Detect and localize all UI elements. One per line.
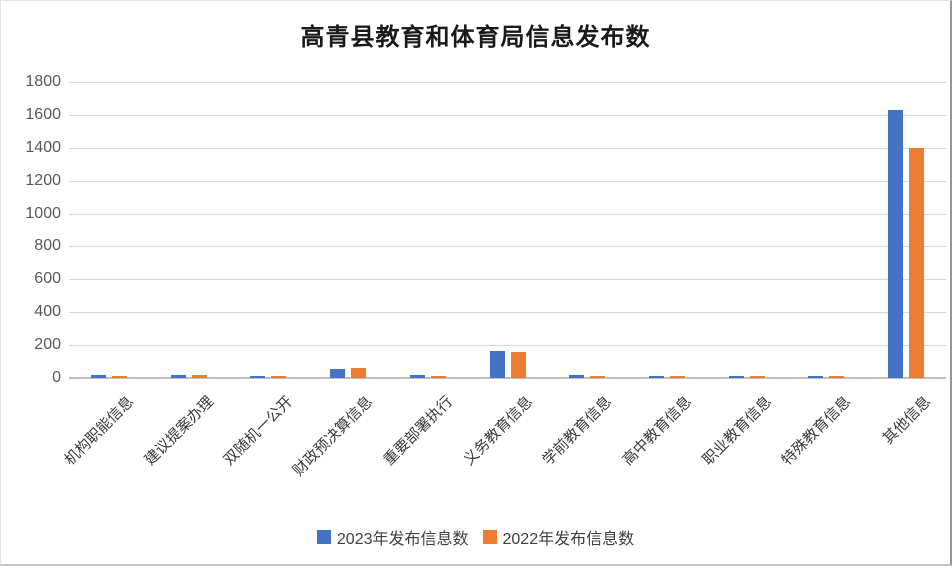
bar-series1-cat6 [590,376,606,378]
gridline [69,114,946,116]
bar-series1-cat1 [191,375,207,378]
bar-series0-cat9 [808,376,824,378]
bar-series0-cat3 [330,368,346,378]
legend-item-2022: 2022年发布信息数 [482,525,635,549]
y-axis-tick-label: 600 [34,270,61,288]
legend-swatch-2022 [482,530,497,544]
x-axis-label: 其他信息 [879,393,935,448]
bar-series1-cat5 [510,351,526,378]
x-axis-label: 机构职能信息 [61,393,138,469]
gridline [69,279,946,281]
y-axis-tick-label: 1200 [25,171,61,189]
bar-series1-cat7 [669,376,685,378]
y-axis-tick-label: 1400 [25,138,61,156]
x-axis-label: 特殊教育信息 [778,393,855,469]
bar-series1-cat4 [430,375,446,378]
chart-title: 高青县教育和体育局信息发布数 [300,24,651,51]
gridline [69,246,946,248]
bar-series1-cat3 [351,368,367,378]
y-axis-tick-label: 200 [34,336,61,354]
x-axis-label: 财政预决算信息 [289,393,377,480]
legend-label-2022: 2022年发布信息数 [502,531,635,548]
bar-series0-cat0 [90,375,106,378]
bar-series0-cat2 [250,376,266,378]
bar-series0-cat6 [569,374,585,378]
gridline [69,312,946,314]
gridline [69,82,946,83]
gridline [69,345,946,347]
x-axis-label: 双随机一公开 [220,393,297,469]
bar-series0-cat5 [489,350,505,378]
y-axis-tick-label: 800 [34,237,61,255]
gridline [69,213,946,215]
x-axis-label: 重要部署执行 [380,393,456,469]
bar-series0-cat4 [409,375,425,378]
bar-series1-cat8 [749,376,765,378]
bar-series0-cat8 [728,376,744,378]
legend-item-2023: 2023年发布信息数 [316,525,469,549]
y-axis-tick-label: 1800 [25,73,61,90]
x-axis-label: 学前教育信息 [539,393,616,469]
x-axis-line [69,377,946,379]
gridline [69,180,946,182]
gridline [69,147,946,149]
y-axis-tick-label: 1600 [25,105,61,123]
bar-series1-cat9 [829,376,845,378]
legend-swatch-2023 [316,530,331,544]
bar-series0-cat10 [888,109,904,378]
legend: 2023年发布信息数 2022年发布信息数 [1,525,950,549]
bar-series1-cat0 [111,376,127,378]
bar-series0-cat1 [170,375,186,378]
x-axis-label: 建议提案办理 [141,393,217,469]
legend-label-2023: 2023年发布信息数 [336,531,469,548]
x-axis-label: 义务教育信息 [459,393,536,469]
x-axis-label: 高中教育信息 [619,393,696,469]
bar-series0-cat7 [648,376,664,378]
bar-series1-cat10 [909,147,925,378]
y-axis-tick-label: 1000 [25,204,61,222]
x-axis-label: 职业教育信息 [699,393,775,469]
bar-series1-cat2 [271,376,287,378]
y-axis-tick-label: 400 [34,303,61,321]
y-axis-tick-label: 0 [52,369,61,386]
